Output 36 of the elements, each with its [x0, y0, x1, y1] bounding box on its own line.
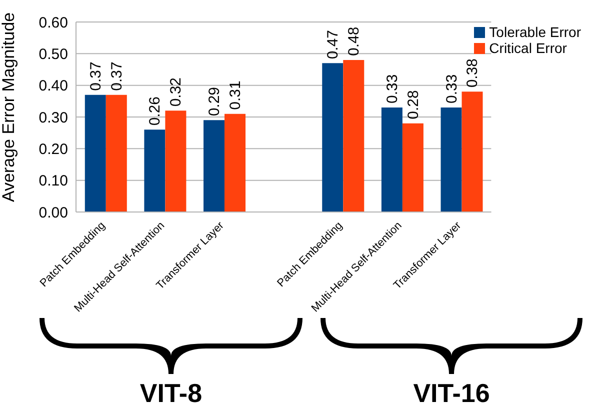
data-label: 0.31	[227, 80, 244, 110]
bar	[440, 108, 462, 212]
bar	[106, 94, 127, 212]
y-tick-label: 0.00	[38, 204, 68, 222]
data-label: 0.26	[146, 96, 164, 126]
bar	[402, 123, 424, 212]
data-label: 0.37	[108, 62, 126, 91]
y-tick-label: 0.30	[38, 109, 68, 126]
bar	[224, 114, 246, 212]
bar	[381, 108, 402, 212]
bar	[84, 94, 106, 212]
data-label: 0.33	[443, 74, 460, 104]
text: VIT-16	[413, 378, 490, 407]
bar	[343, 60, 364, 212]
data-label: 0.37	[87, 62, 104, 91]
text: VIT-8	[140, 378, 202, 407]
y-tick-label: 0.10	[38, 172, 68, 190]
legend-label: Critical Error	[489, 40, 567, 56]
y-tick-label: 0.20	[38, 140, 68, 158]
data-label: 0.47	[324, 30, 342, 60]
bar	[204, 120, 225, 212]
data-label: 0.38	[464, 58, 482, 88]
data-label: 0.33	[384, 74, 401, 104]
data-label: 0.28	[404, 90, 422, 120]
bar	[322, 63, 344, 212]
bar	[462, 92, 483, 212]
data-label: 0.32	[168, 77, 185, 107]
data-label: 0.48	[346, 26, 363, 56]
y-tick-label: 0.40	[38, 78, 68, 95]
y-axis-title: Average Error Magnitude	[0, 12, 18, 202]
legend-label: Tolerable Error	[489, 24, 581, 40]
bar	[144, 130, 166, 212]
y-tick-label: 0.50	[38, 46, 68, 63]
bar	[165, 110, 186, 212]
data-label: 0.29	[206, 86, 224, 116]
y-tick-label: 0.60	[38, 14, 68, 32]
